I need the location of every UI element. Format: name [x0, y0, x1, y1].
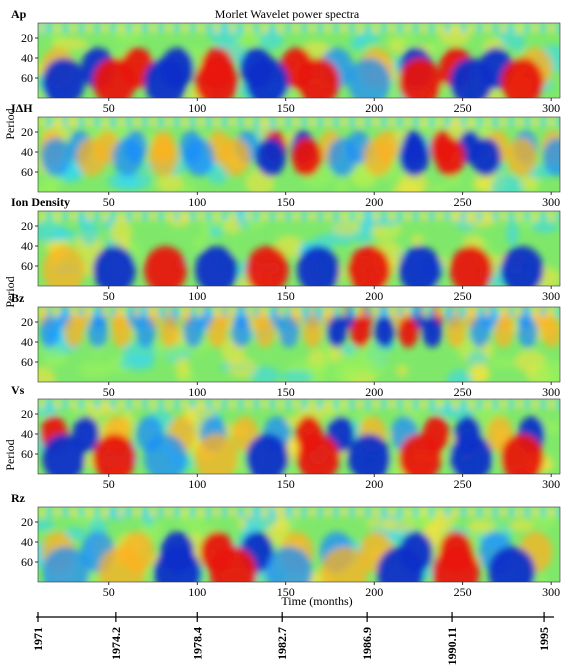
x-tick-label: 100 [188, 101, 206, 115]
panel-2: IΔH 20 40 60 50 100 150 200 250 300 [11, 101, 561, 209]
date-tick-label: 1995 [537, 627, 551, 651]
x-tick-label: 150 [277, 195, 295, 209]
x-tick-label: 100 [188, 585, 206, 599]
x-tick-label: 100 [188, 477, 206, 491]
x-tick-label: 50 [103, 195, 115, 209]
chart-title: Morlet Wavelet power spectra [215, 7, 360, 21]
heatmap-2 [38, 117, 560, 192]
y-tick-label: 40 [21, 535, 33, 549]
x-tick-label: 300 [542, 477, 560, 491]
panel-label: Ap [11, 7, 27, 21]
heatmap-6 [38, 507, 560, 582]
y-tick-label: 60 [21, 555, 33, 569]
x-tick-label: 50 [103, 101, 115, 115]
y-axis-label: Period [3, 276, 17, 307]
x-tick-label: 250 [454, 385, 472, 399]
x-tick-label: 50 [103, 585, 115, 599]
y-tick-label: 40 [21, 51, 33, 65]
y-axis-label: Period [3, 108, 17, 139]
y-tick-label: 60 [21, 447, 33, 461]
y-tick-label: 40 [21, 145, 33, 159]
x-tick-label: 150 [277, 289, 295, 303]
date-tick-label: 1982.7 [275, 627, 289, 660]
date-tick-label: 1974.2 [109, 627, 123, 660]
y-tick-label: 60 [21, 71, 33, 85]
x-tick-label: 200 [365, 385, 383, 399]
y-tick-label: 40 [21, 427, 33, 441]
x-tick-label: 150 [277, 101, 295, 115]
x-tick-label: 250 [454, 195, 472, 209]
y-tick-label: 20 [21, 219, 33, 233]
date-tick-label: 1990.11 [445, 627, 459, 665]
x-tick-label: 100 [188, 385, 206, 399]
y-tick-label: 20 [21, 407, 33, 421]
panel-3: Ion Density 20 40 60 50 100 150 200 250 300 [11, 195, 561, 303]
y-tick-label: 60 [21, 355, 33, 369]
y-tick-label: 60 [21, 259, 33, 273]
x-tick-label: 250 [454, 101, 472, 115]
heatmap-3 [38, 211, 560, 286]
x-tick-label: 300 [542, 195, 560, 209]
date-tick-label: 1971 [31, 627, 45, 651]
panel-6: Rz 20 40 60 50 100 150 200 250 300 [11, 491, 561, 599]
y-tick-label: 20 [21, 31, 33, 45]
date-axis: 1971 1974.2 1978.4 1982.7 1986.9 1990.11 1995 [31, 612, 554, 665]
x-tick-label: 250 [454, 477, 472, 491]
heatmap-4 [38, 307, 560, 382]
x-axis-label: Time (months) [281, 594, 352, 608]
y-axis-label: Period [3, 439, 17, 470]
panel-label: Bz [11, 291, 25, 305]
x-tick-label: 200 [365, 585, 383, 599]
panel-1: Ap 20 40 60 50 100 150 200 250 300 [11, 7, 561, 115]
x-tick-label: 300 [542, 101, 560, 115]
panel-label: IΔH [11, 101, 33, 115]
x-tick-label: 300 [542, 289, 560, 303]
panel-5: Vs 20 40 60 50 100 150 200 250 300 [11, 383, 561, 491]
heatmap-1 [38, 23, 560, 98]
x-tick-label: 50 [103, 289, 115, 303]
panel-label: Ion Density [11, 195, 70, 209]
x-tick-label: 200 [365, 289, 383, 303]
y-tick-label: 40 [21, 335, 33, 349]
x-tick-label: 250 [454, 585, 472, 599]
heatmap-5 [38, 399, 560, 474]
y-tick-label: 20 [21, 315, 33, 329]
x-tick-label: 150 [277, 585, 295, 599]
x-tick-label: 150 [277, 477, 295, 491]
panel-4: Bz 20 40 60 50 100 150 200 250 300 [11, 291, 561, 399]
date-tick-label: 1986.9 [360, 627, 374, 660]
x-tick-label: 50 [103, 385, 115, 399]
x-tick-label: 300 [542, 585, 560, 599]
y-tick-label: 20 [21, 125, 33, 139]
x-tick-label: 200 [365, 477, 383, 491]
x-tick-label: 50 [103, 477, 115, 491]
y-tick-label: 60 [21, 165, 33, 179]
panel-label: Vs [11, 383, 25, 397]
date-tick-label: 1978.4 [190, 627, 204, 660]
x-tick-label: 100 [188, 289, 206, 303]
x-tick-label: 250 [454, 289, 472, 303]
x-tick-label: 200 [365, 195, 383, 209]
y-tick-label: 40 [21, 239, 33, 253]
panel-label: Rz [11, 491, 26, 505]
x-tick-label: 100 [188, 195, 206, 209]
x-tick-label: 200 [365, 101, 383, 115]
x-tick-label: 300 [542, 385, 560, 399]
x-tick-label: 150 [277, 385, 295, 399]
y-tick-label: 20 [21, 515, 33, 529]
